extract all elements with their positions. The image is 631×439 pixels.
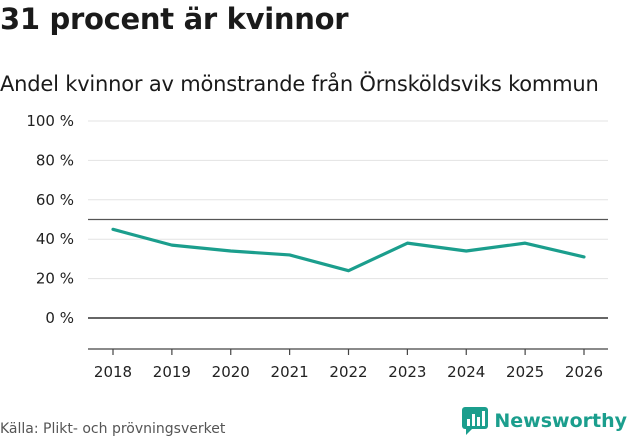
x-tick-label: 2021 xyxy=(271,363,309,381)
x-tick-label: 2018 xyxy=(94,363,132,381)
x-tick-label: 2023 xyxy=(388,363,426,381)
y-tick-label: 60 % xyxy=(36,191,74,209)
chart-title: 31 procent är kvinnor xyxy=(0,2,349,36)
source-note: Källa: Plikt- och prövningsverket xyxy=(0,421,226,437)
x-tick-label: 2026 xyxy=(565,363,603,381)
brand-name: Newsworthy xyxy=(494,410,627,432)
x-tick-label: 2020 xyxy=(212,363,250,381)
y-tick-label: 100 % xyxy=(26,112,74,130)
x-tick-label: 2022 xyxy=(329,363,367,381)
y-tick-label: 40 % xyxy=(36,230,74,248)
brand-logo: Newsworthy xyxy=(462,407,627,435)
y-tick-label: 80 % xyxy=(36,151,74,169)
x-tick-label: 2019 xyxy=(153,363,191,381)
x-tick-label: 2024 xyxy=(447,363,485,381)
x-tick-label: 2025 xyxy=(506,363,544,381)
line-chart: 0 % 20 % 40 % 60 % 80 % 100 % 2018 2019 2020 2021… xyxy=(26,112,608,381)
series-line xyxy=(111,227,586,273)
y-tick-label: 20 % xyxy=(36,270,74,288)
y-tick-label: 0 % xyxy=(45,309,74,327)
bar-chart-icon xyxy=(462,407,489,435)
chart-subtitle: Andel kvinnor av mönstrande från Örnsköl… xyxy=(0,72,599,96)
